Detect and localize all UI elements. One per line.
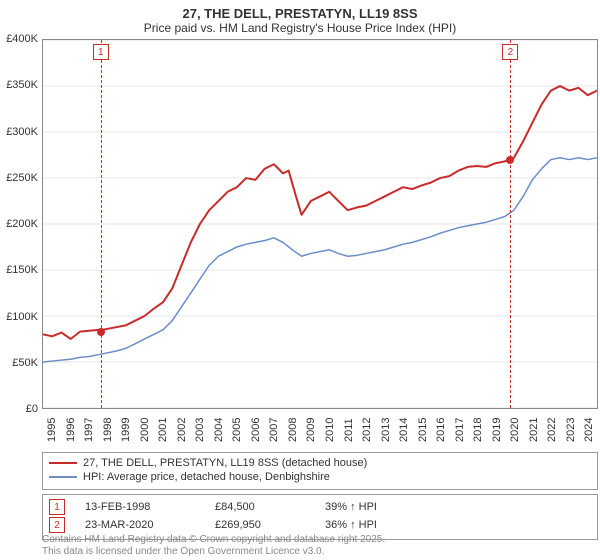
marker-date: 23-MAR-2020 <box>85 519 215 531</box>
x-tick-label: 2010 <box>324 418 336 442</box>
chart-subtitle: Price paid vs. HM Land Registry's House … <box>0 21 600 39</box>
marker-table-badge: 1 <box>49 499 65 515</box>
x-tick-label: 2011 <box>343 418 355 442</box>
x-tick-label: 1995 <box>46 418 58 442</box>
x-tick-label: 2003 <box>194 418 206 442</box>
x-tick-label: 2001 <box>157 418 169 442</box>
marker-badge: 2 <box>502 44 518 60</box>
marker-table-row: 1 13-FEB-1998£84,50039% ↑ HPI <box>49 499 591 515</box>
marker-pct: 39% ↑ HPI <box>325 501 435 513</box>
y-axis: £0£50K£100K£150K£200K£250K£300K£350K£400… <box>0 39 40 409</box>
legend-row: 27, THE DELL, PRESTATYN, LL19 8SS (detac… <box>49 457 591 469</box>
marker-line <box>101 40 102 408</box>
marker-table-row: 2 23-MAR-2020£269,95036% ↑ HPI <box>49 517 591 533</box>
y-tick-label: £350K <box>6 79 38 91</box>
x-tick-label: 2024 <box>583 418 595 442</box>
marker-date: 13-FEB-1998 <box>85 501 215 513</box>
x-tick-label: 2005 <box>231 418 243 442</box>
x-tick-label: 1998 <box>102 418 114 442</box>
x-tick-label: 2009 <box>305 418 317 442</box>
x-tick-label: 2023 <box>565 418 577 442</box>
footer-line1: Contains HM Land Registry data © Crown c… <box>42 534 598 546</box>
legend-row: HPI: Average price, detached house, Denb… <box>49 471 591 483</box>
marker-badge: 1 <box>93 44 109 60</box>
legend-label: 27, THE DELL, PRESTATYN, LL19 8SS (detac… <box>83 457 367 469</box>
legend: 27, THE DELL, PRESTATYN, LL19 8SS (detac… <box>42 452 598 490</box>
y-tick-label: £250K <box>6 172 38 184</box>
x-tick-label: 2006 <box>250 418 262 442</box>
footer: Contains HM Land Registry data © Crown c… <box>42 534 598 558</box>
x-tick-label: 2013 <box>380 418 392 442</box>
x-tick-label: 1996 <box>65 418 77 442</box>
x-tick-label: 2000 <box>139 418 151 442</box>
legend-swatch <box>49 462 77 464</box>
x-axis: 1995 1996 1997 1998 1999 2000 2001 2002 2003 2004… <box>42 412 598 452</box>
marker-line <box>510 40 511 408</box>
x-tick-label: 2018 <box>472 418 484 442</box>
x-tick-label: 2016 <box>435 418 447 442</box>
chart-title: 27, THE DELL, PRESTATYN, LL19 8SS <box>0 0 600 21</box>
x-tick-label: 2015 <box>417 418 429 442</box>
marker-table-badge: 2 <box>49 517 65 533</box>
marker-pct: 36% ↑ HPI <box>325 519 435 531</box>
footer-line2: This data is licensed under the Open Gov… <box>42 546 598 558</box>
marker-price: £84,500 <box>215 501 325 513</box>
legend-label: HPI: Average price, detached house, Denb… <box>83 471 330 483</box>
x-tick-label: 2014 <box>398 418 410 442</box>
marker-dot <box>506 156 514 164</box>
x-tick-label: 2020 <box>509 418 521 442</box>
y-tick-label: £100K <box>6 311 38 323</box>
x-tick-label: 2017 <box>454 418 466 442</box>
y-tick-label: £200K <box>6 218 38 230</box>
x-tick-label: 2019 <box>491 418 503 442</box>
x-tick-label: 2022 <box>546 418 558 442</box>
x-tick-label: 2002 <box>176 418 188 442</box>
y-tick-label: £50K <box>12 357 38 369</box>
y-tick-label: £0 <box>26 403 38 415</box>
x-tick-label: 1997 <box>83 418 95 442</box>
x-tick-label: 2007 <box>268 418 280 442</box>
x-tick-label: 2004 <box>213 418 225 442</box>
chart-area: £0£50K£100K£150K£200K£250K£300K£350K£400… <box>0 39 600 409</box>
plot-area: 12 <box>42 39 598 409</box>
x-tick-label: 2012 <box>361 418 373 442</box>
marker-dot <box>97 328 105 336</box>
y-tick-label: £400K <box>6 33 38 45</box>
legend-swatch <box>49 476 77 478</box>
y-tick-label: £150K <box>6 264 38 276</box>
marker-price: £269,950 <box>215 519 325 531</box>
y-tick-label: £300K <box>6 126 38 138</box>
x-tick-label: 1999 <box>120 418 132 442</box>
x-tick-label: 2021 <box>528 418 540 442</box>
x-tick-label: 2008 <box>287 418 299 442</box>
